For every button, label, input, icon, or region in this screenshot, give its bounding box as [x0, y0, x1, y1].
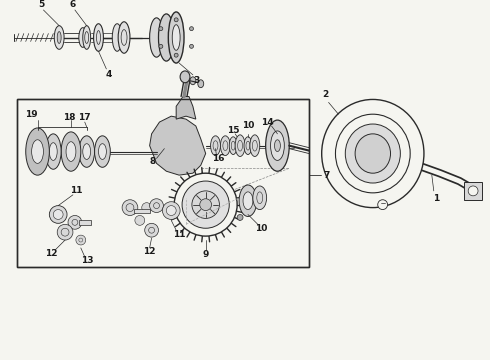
Ellipse shape [200, 199, 212, 211]
Text: 12: 12 [144, 247, 156, 256]
Ellipse shape [190, 44, 194, 48]
Text: 13: 13 [81, 256, 94, 265]
Ellipse shape [135, 216, 145, 225]
Ellipse shape [253, 186, 267, 210]
Polygon shape [176, 96, 196, 119]
Ellipse shape [83, 26, 91, 49]
Text: 19: 19 [25, 110, 38, 119]
Ellipse shape [168, 12, 184, 63]
Ellipse shape [274, 140, 280, 152]
Ellipse shape [198, 80, 204, 87]
Ellipse shape [239, 185, 257, 216]
Text: 4: 4 [105, 70, 112, 79]
Text: 10: 10 [255, 224, 268, 233]
Ellipse shape [122, 200, 138, 216]
Ellipse shape [95, 136, 110, 167]
Ellipse shape [336, 114, 410, 193]
Bar [134, 208, 149, 212]
Ellipse shape [142, 203, 151, 212]
Text: 18: 18 [63, 113, 75, 122]
Ellipse shape [159, 44, 163, 48]
Ellipse shape [66, 142, 76, 161]
Ellipse shape [322, 99, 424, 208]
Ellipse shape [57, 32, 61, 44]
Ellipse shape [54, 26, 64, 49]
Ellipse shape [190, 27, 194, 31]
Ellipse shape [94, 24, 103, 51]
Text: 10: 10 [242, 121, 254, 130]
Ellipse shape [53, 210, 63, 219]
Ellipse shape [61, 132, 81, 171]
Ellipse shape [270, 131, 284, 161]
Ellipse shape [159, 27, 163, 31]
Ellipse shape [190, 77, 196, 85]
Ellipse shape [220, 136, 230, 156]
Text: 14: 14 [261, 118, 274, 127]
Ellipse shape [235, 135, 245, 157]
Ellipse shape [211, 136, 220, 156]
Ellipse shape [158, 14, 174, 61]
Ellipse shape [68, 216, 82, 229]
Ellipse shape [76, 235, 86, 245]
Ellipse shape [162, 202, 180, 219]
Ellipse shape [49, 206, 67, 223]
Ellipse shape [244, 137, 252, 154]
Text: 8: 8 [149, 157, 156, 166]
Bar [17, 99, 309, 267]
Ellipse shape [32, 140, 44, 163]
Ellipse shape [182, 181, 229, 228]
Ellipse shape [229, 137, 237, 154]
Ellipse shape [266, 120, 289, 171]
Text: 15: 15 [227, 126, 240, 135]
Text: 1: 1 [433, 194, 439, 203]
Text: 7: 7 [323, 171, 330, 180]
Text: 3: 3 [194, 76, 200, 85]
Ellipse shape [46, 134, 61, 169]
Ellipse shape [26, 128, 49, 175]
Ellipse shape [83, 144, 91, 159]
Text: 9: 9 [202, 250, 209, 259]
Ellipse shape [355, 134, 391, 173]
Ellipse shape [243, 192, 253, 210]
Ellipse shape [174, 173, 237, 236]
Bar [17, 99, 309, 267]
Ellipse shape [174, 53, 178, 57]
Ellipse shape [180, 71, 190, 83]
Text: 17: 17 [78, 113, 91, 122]
Ellipse shape [250, 135, 260, 157]
Text: 6: 6 [70, 0, 76, 9]
Ellipse shape [149, 18, 163, 57]
Ellipse shape [192, 191, 220, 219]
Ellipse shape [57, 224, 73, 240]
Bar [79, 220, 91, 225]
Text: 11: 11 [173, 230, 185, 239]
Ellipse shape [166, 206, 176, 216]
Ellipse shape [79, 28, 87, 47]
Text: 5: 5 [38, 0, 45, 9]
Ellipse shape [149, 199, 163, 212]
Ellipse shape [112, 24, 122, 51]
Ellipse shape [98, 144, 106, 159]
Ellipse shape [172, 25, 180, 50]
Text: 12: 12 [45, 249, 57, 258]
Text: 11: 11 [70, 186, 82, 195]
Ellipse shape [79, 136, 95, 167]
Bar [464, 182, 482, 200]
Polygon shape [149, 116, 206, 175]
Ellipse shape [49, 143, 57, 161]
Ellipse shape [174, 18, 178, 22]
Ellipse shape [237, 215, 243, 220]
Ellipse shape [468, 186, 478, 196]
Ellipse shape [378, 200, 388, 210]
Ellipse shape [345, 124, 400, 183]
Text: 16: 16 [212, 154, 225, 163]
Text: 2: 2 [322, 90, 329, 99]
Ellipse shape [145, 223, 158, 237]
Ellipse shape [118, 22, 130, 53]
